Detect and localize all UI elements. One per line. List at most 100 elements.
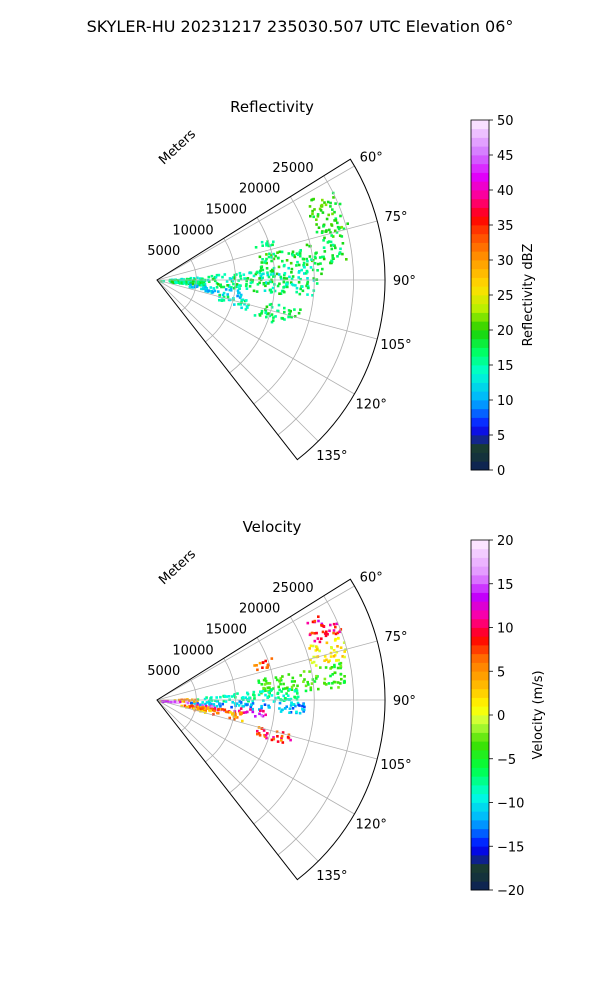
echo-cell bbox=[323, 682, 326, 685]
range-ring bbox=[229, 637, 276, 794]
echo-cell bbox=[202, 282, 205, 286]
echo-cell bbox=[232, 282, 235, 286]
echo-cell bbox=[334, 632, 338, 636]
echo-cell bbox=[237, 279, 240, 282]
echo-cell bbox=[180, 700, 184, 703]
echo-cell bbox=[305, 243, 309, 247]
echo-cell bbox=[221, 275, 224, 279]
echo-cell bbox=[286, 686, 289, 690]
echo-cell bbox=[277, 256, 280, 260]
echo-cell bbox=[255, 664, 258, 667]
echo-cell bbox=[267, 312, 270, 315]
echo-cell bbox=[297, 703, 300, 707]
echo-cell bbox=[258, 712, 261, 716]
echo-cell bbox=[321, 198, 324, 202]
echo-cell bbox=[309, 686, 313, 689]
echo-cell bbox=[236, 289, 240, 292]
echo-cell bbox=[345, 258, 348, 261]
echo-cell bbox=[262, 272, 265, 276]
echo-cell bbox=[274, 254, 277, 258]
azimuth-spoke bbox=[156, 699, 355, 815]
colorbar-swatch bbox=[471, 863, 489, 873]
colorbar-swatch bbox=[471, 566, 489, 576]
echo-cell bbox=[303, 272, 306, 275]
colorbar-swatch bbox=[471, 706, 489, 716]
echo-cell bbox=[318, 207, 322, 211]
echo-cell bbox=[323, 632, 327, 635]
echo-cell bbox=[250, 703, 253, 707]
colorbar-swatch bbox=[471, 671, 489, 681]
echo-cell bbox=[326, 241, 330, 244]
echo-cell bbox=[297, 311, 301, 315]
echo-cell bbox=[325, 658, 328, 662]
echo-cell bbox=[256, 668, 259, 672]
echo-cell bbox=[336, 666, 340, 670]
echo-cell bbox=[162, 280, 165, 283]
colorbar-swatch bbox=[471, 662, 489, 672]
echo-cell bbox=[225, 280, 229, 283]
echo-cell bbox=[264, 311, 267, 314]
echo-cell bbox=[172, 281, 175, 284]
echo-cell bbox=[259, 269, 262, 273]
colorbar-swatch bbox=[471, 146, 489, 156]
echo-cell bbox=[270, 280, 274, 284]
echo-cell bbox=[272, 687, 275, 690]
echo-cell bbox=[268, 303, 272, 306]
echo-cell bbox=[220, 299, 224, 302]
echo-cell bbox=[303, 678, 306, 681]
echo-cell bbox=[309, 266, 313, 269]
echo-cell bbox=[282, 276, 286, 280]
echo-cell bbox=[241, 719, 244, 723]
echo-cell bbox=[215, 286, 219, 289]
echo-cell bbox=[332, 622, 336, 626]
echo-cell bbox=[291, 275, 295, 278]
echo-cell bbox=[328, 629, 331, 633]
echo-cell bbox=[264, 677, 267, 680]
echo-cell bbox=[259, 709, 262, 712]
echo-cell bbox=[230, 286, 233, 289]
echo-cell bbox=[290, 688, 294, 691]
echo-cell bbox=[315, 230, 319, 234]
echo-cell bbox=[263, 289, 267, 292]
echo-cell bbox=[302, 264, 305, 267]
echo-cell bbox=[277, 685, 280, 689]
echo-cell bbox=[234, 715, 237, 718]
echo-cell bbox=[330, 646, 333, 650]
range-ring bbox=[229, 217, 276, 374]
echo-cell bbox=[260, 706, 263, 710]
echo-cell bbox=[331, 212, 334, 216]
echo-cell bbox=[218, 293, 221, 297]
echo-cell bbox=[272, 700, 276, 703]
echo-cell bbox=[188, 285, 192, 289]
echo-cell bbox=[279, 710, 283, 713]
echo-cell bbox=[286, 694, 290, 697]
polar-grid bbox=[156, 165, 385, 442]
echo-cell bbox=[303, 705, 306, 709]
echo-cell bbox=[293, 689, 297, 693]
echo-cell bbox=[277, 265, 281, 269]
echo-cell bbox=[323, 236, 326, 240]
echo-cell bbox=[188, 699, 191, 702]
echo-cell bbox=[289, 281, 293, 284]
echo-cell bbox=[263, 703, 267, 706]
echo-cell bbox=[296, 692, 299, 695]
echo-cell bbox=[217, 273, 221, 277]
echo-cell bbox=[306, 286, 310, 290]
echo-cell bbox=[315, 648, 319, 651]
echo-cell bbox=[341, 252, 344, 256]
echo-cell bbox=[335, 231, 339, 234]
echo-cell bbox=[320, 231, 324, 234]
echo-cell bbox=[339, 672, 343, 676]
echo-cell bbox=[201, 701, 204, 704]
radial-axis-label: Meters bbox=[156, 547, 199, 588]
echo-cell bbox=[279, 292, 283, 295]
echo-cell bbox=[270, 290, 274, 294]
colorbar-swatch bbox=[471, 163, 489, 173]
echo-cell bbox=[272, 240, 275, 244]
echo-cell bbox=[269, 288, 272, 292]
echo-cell bbox=[238, 709, 241, 713]
echo-cell bbox=[277, 273, 281, 276]
echo-cell bbox=[200, 281, 204, 285]
echo-cell bbox=[288, 711, 291, 714]
echo-cell bbox=[286, 282, 289, 286]
